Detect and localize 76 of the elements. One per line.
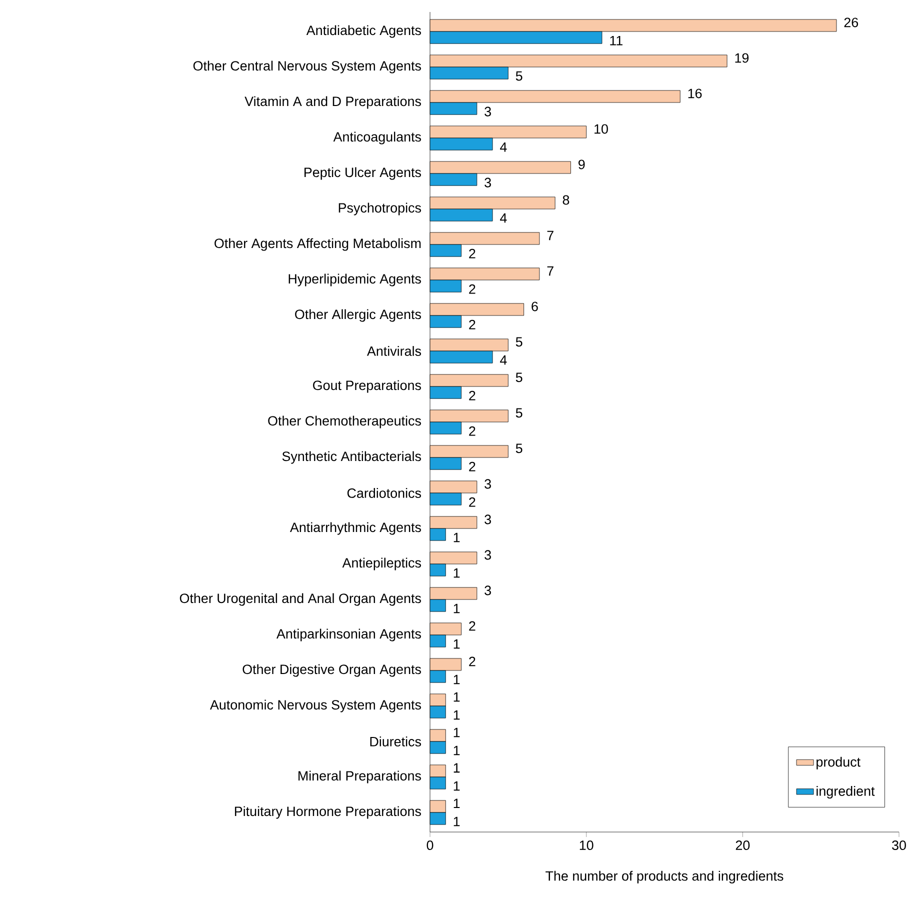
legend-label: product <box>816 756 860 770</box>
y-tick-label: Other Central Nervous System Agents <box>193 60 421 74</box>
data-label: 8 <box>562 195 570 205</box>
y-tick-label: Cardiotonics <box>347 488 421 498</box>
y-tick-label: Other Digestive Organ Agents <box>242 664 421 677</box>
data-label: 3 <box>484 106 491 116</box>
y-tick-label: Other Urogenital and Anal Organ Agents <box>180 593 421 606</box>
y-tick-label: Antidiabetic Agents <box>306 25 421 38</box>
y-tick-label: Antiepileptics <box>342 558 421 570</box>
data-label: 2 <box>469 656 476 666</box>
y-tick-label: Anticoagulants <box>333 132 421 144</box>
data-label: 3 <box>484 586 491 596</box>
data-label: 2 <box>469 462 476 472</box>
x-tick-label: 10 <box>580 840 594 850</box>
data-label: 2 <box>469 390 476 400</box>
data-label: 1 <box>454 798 460 808</box>
data-label: 5 <box>516 444 522 454</box>
data-label: 26 <box>844 18 858 28</box>
data-label: 1 <box>454 816 460 826</box>
y-tick-label: Peptic Ulcer Agents <box>304 167 421 180</box>
data-label: 2 <box>469 426 476 436</box>
data-label: 4 <box>500 213 507 223</box>
legend-label: ingredient <box>816 786 875 799</box>
data-label: 7 <box>547 266 554 276</box>
data-label: 6 <box>532 302 538 312</box>
data-label: 2 <box>469 497 476 507</box>
data-label: 1 <box>454 532 460 542</box>
y-tick-label: Antiarrhythmic Agents <box>290 522 421 535</box>
x-axis-title: The number of products and ingredients <box>546 870 784 884</box>
y-tick-label: Psychotropics <box>338 202 422 216</box>
data-label: 1 <box>454 604 460 614</box>
data-label: 3 <box>484 514 491 524</box>
y-tick-label: Other Allergic Agents <box>295 309 421 322</box>
data-label: 3 <box>484 479 491 489</box>
data-label: 4 <box>500 355 507 365</box>
data-label: 1 <box>454 728 460 738</box>
y-tick-label: Autonomic Nervous System Agents <box>210 700 421 712</box>
data-label: 5 <box>516 408 522 418</box>
data-label: 5 <box>516 337 522 347</box>
y-tick-label: Other Agents Affecting Metabolism <box>214 238 421 251</box>
data-label: 1 <box>454 763 460 773</box>
y-tick-label: Other Chemotherapeutics <box>268 416 421 428</box>
data-label: 1 <box>454 568 460 578</box>
x-tick-label: 0 <box>426 840 434 850</box>
data-label: 3 <box>484 178 491 188</box>
x-tick-label: 20 <box>736 840 750 850</box>
y-tick-label: Pituitary Hormone Preparations <box>234 806 421 819</box>
data-label: 1 <box>454 674 460 684</box>
data-label: 2 <box>469 621 476 631</box>
y-tick-label: Diuretics <box>370 736 422 746</box>
x-tick-label: 30 <box>892 840 906 850</box>
data-label: 7 <box>547 230 554 240</box>
data-label: 3 <box>484 550 491 560</box>
data-label: 1 <box>454 781 460 791</box>
data-label: 4 <box>500 142 507 152</box>
data-label: 5 <box>516 372 522 382</box>
y-tick-label: Mineral Preparations <box>298 770 421 784</box>
y-tick-label: Hyperlipidemic Agents <box>288 274 421 286</box>
y-tick-label: Synthetic Antibacterials <box>282 451 421 464</box>
y-tick-label: Gout Preparations <box>313 380 421 393</box>
data-label: 2 <box>469 320 476 330</box>
data-label: 1 <box>454 710 460 720</box>
data-label: 16 <box>688 88 702 98</box>
data-label: 19 <box>735 53 749 63</box>
data-label: 9 <box>578 160 585 170</box>
data-label: 1 <box>454 746 460 756</box>
data-label: 1 <box>454 692 460 702</box>
data-label: 1 <box>454 639 460 649</box>
data-label: 5 <box>516 71 522 81</box>
data-label: 10 <box>594 124 608 134</box>
y-tick-label: Antiparkinsonian Agents <box>276 628 421 642</box>
data-label: 2 <box>469 248 476 258</box>
data-label: 2 <box>469 284 476 294</box>
y-tick-label: Antivirals <box>366 346 422 356</box>
y-tick-label: Vitamin A and D Preparations <box>244 96 421 109</box>
data-label: 11 <box>610 36 622 46</box>
